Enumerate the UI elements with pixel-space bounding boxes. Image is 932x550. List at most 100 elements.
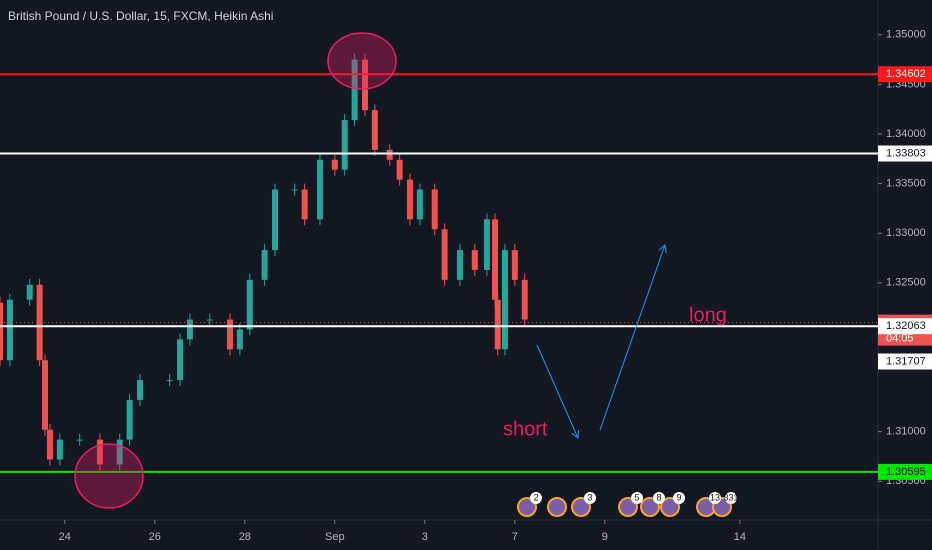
y-tick-label: 1.35000 bbox=[886, 29, 926, 41]
arrow bbox=[599, 244, 666, 431]
candle-body bbox=[492, 219, 499, 300]
candle-body bbox=[386, 149, 393, 160]
x-tick-label: 7 bbox=[512, 531, 518, 543]
plot-area: long short bbox=[0, 32, 878, 509]
arrow-head bbox=[658, 244, 667, 253]
arrow-head bbox=[571, 429, 580, 439]
y-tick-label: 1.33500 bbox=[886, 177, 926, 189]
candle-body bbox=[361, 59, 368, 111]
level-label: 1.30595 bbox=[886, 466, 926, 478]
level-label: 1.34602 bbox=[886, 68, 926, 80]
event-count: 3 bbox=[587, 492, 592, 502]
event-count: 2 bbox=[533, 492, 538, 502]
candle-body bbox=[26, 284, 33, 300]
candle-body bbox=[236, 329, 243, 350]
level-label-bg bbox=[878, 353, 932, 370]
event-count-bg bbox=[530, 492, 542, 504]
countdown: 04:05 bbox=[886, 333, 914, 345]
level-label-bg bbox=[878, 66, 932, 83]
x-tick-label: 9 bbox=[602, 531, 608, 543]
event-count: 331 bbox=[723, 492, 738, 502]
event-count: 5 bbox=[634, 492, 639, 502]
y-tick-label: 1.34000 bbox=[886, 128, 926, 140]
event-count-bg bbox=[584, 492, 596, 504]
x-tick-label: 26 bbox=[149, 531, 161, 543]
x-tick-label: 28 bbox=[239, 531, 251, 543]
annotation: long bbox=[689, 304, 727, 326]
candle-body bbox=[471, 250, 478, 270]
level-label: 1.32063 bbox=[886, 320, 926, 332]
candle-body bbox=[42, 360, 49, 430]
candle-body bbox=[456, 250, 463, 280]
x-tick-label: 14 bbox=[734, 531, 746, 543]
event-icon bbox=[517, 497, 537, 517]
candle-body bbox=[291, 189, 298, 191]
candle-body bbox=[186, 319, 193, 340]
event-count-bg bbox=[673, 492, 685, 504]
candle-body bbox=[396, 159, 403, 180]
candle-body bbox=[441, 229, 448, 280]
event-icon bbox=[618, 497, 638, 517]
candle-body bbox=[341, 120, 348, 170]
candle-body bbox=[494, 299, 501, 350]
candle-body bbox=[96, 439, 103, 465]
event-icon bbox=[571, 497, 591, 517]
level-label: 1.31707 bbox=[886, 355, 926, 367]
level-label-bg bbox=[878, 463, 932, 480]
candle-body bbox=[271, 189, 278, 251]
candle-body bbox=[501, 250, 508, 350]
event-count-bg bbox=[725, 492, 737, 504]
candle-body bbox=[6, 299, 13, 361]
event-count-bg bbox=[653, 492, 665, 504]
candle-body bbox=[416, 189, 423, 220]
candle-body bbox=[261, 250, 268, 280]
candle-body bbox=[46, 429, 53, 460]
event-icon bbox=[660, 497, 680, 517]
event-count: 9 bbox=[676, 492, 681, 502]
candle-body bbox=[483, 219, 490, 270]
candle-body bbox=[116, 439, 123, 465]
level-label-bg bbox=[878, 145, 932, 162]
candle-body bbox=[371, 110, 378, 150]
candle-body bbox=[511, 250, 518, 280]
x-tick-label: 3 bbox=[422, 531, 428, 543]
candle-body bbox=[0, 302, 3, 361]
candle-body bbox=[76, 439, 83, 441]
candle-body bbox=[301, 189, 308, 220]
annotation: short bbox=[503, 418, 548, 440]
candle-body bbox=[36, 284, 43, 361]
level-label-bg bbox=[878, 318, 932, 335]
candle-body bbox=[226, 319, 233, 350]
highlight-circle bbox=[74, 443, 144, 509]
candle-body bbox=[431, 189, 438, 230]
arrow bbox=[536, 344, 579, 439]
y-tick-label: 1.33000 bbox=[886, 227, 926, 239]
candle-body bbox=[136, 380, 143, 400]
candle-body bbox=[56, 439, 63, 460]
candle-body bbox=[177, 339, 184, 381]
x-tick-label: 24 bbox=[59, 531, 71, 543]
candle-body bbox=[166, 380, 173, 382]
event-count-bg bbox=[709, 492, 721, 504]
y-tick-label: 1.32500 bbox=[886, 277, 926, 289]
candle-body bbox=[126, 399, 133, 440]
candle-body bbox=[331, 159, 338, 170]
event-count: 13 bbox=[710, 492, 720, 502]
chart-title: British Pound / U.S. Dollar, 15, FXCM, H… bbox=[8, 9, 273, 23]
level-label: 1.33803 bbox=[886, 147, 926, 159]
candle-body bbox=[246, 279, 253, 330]
candle-body bbox=[521, 279, 528, 320]
countdown-bg bbox=[878, 330, 932, 346]
event-count-bg bbox=[631, 492, 643, 504]
candle-body bbox=[316, 159, 323, 220]
y-tick-label: 1.31000 bbox=[886, 426, 926, 438]
candle-body bbox=[206, 319, 213, 321]
x-tick-label: Sep bbox=[325, 531, 345, 543]
event-icon bbox=[640, 497, 660, 517]
highlight-circle bbox=[327, 32, 397, 90]
candle-body bbox=[406, 179, 413, 220]
event-count: 8 bbox=[656, 492, 661, 502]
event-icon bbox=[547, 497, 567, 517]
